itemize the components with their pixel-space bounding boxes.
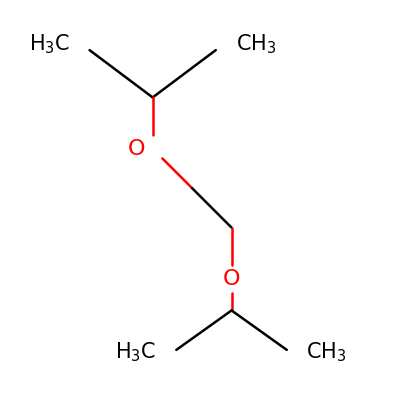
Text: $\mathregular{H_3C}$: $\mathregular{H_3C}$ bbox=[116, 340, 157, 364]
Text: $\mathregular{CH_3}$: $\mathregular{CH_3}$ bbox=[306, 340, 347, 364]
Text: O: O bbox=[128, 139, 146, 159]
Text: $\mathregular{CH_3}$: $\mathregular{CH_3}$ bbox=[236, 32, 276, 56]
Text: $\mathregular{H_3C}$: $\mathregular{H_3C}$ bbox=[29, 32, 70, 56]
Text: O: O bbox=[223, 269, 240, 289]
